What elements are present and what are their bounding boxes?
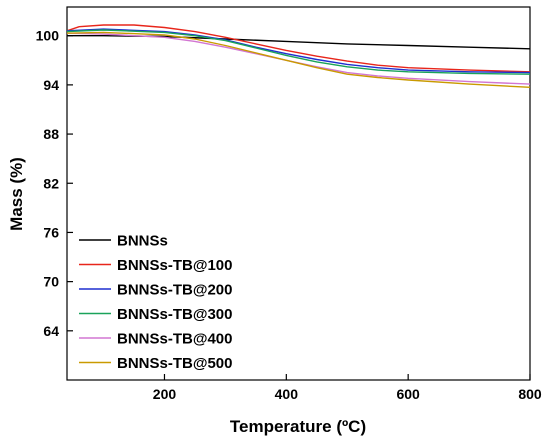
y-tick-label: 76	[43, 224, 59, 240]
x-tick-label: 600	[396, 386, 420, 402]
legend-label-2: BNNSs-TB@200	[117, 282, 233, 299]
legend: BNNSs BNNSs-TB@100 BNNSs-TB@200 BNNSs-TB@30…	[79, 233, 233, 372]
x-tick-label: 800	[518, 386, 542, 402]
x-tick-label: 400	[275, 386, 299, 402]
series-line-3	[66, 29, 531, 75]
legend-label-0: BNNSs	[117, 233, 168, 250]
x-tick-label: 200	[153, 386, 177, 402]
series-lines	[66, 24, 531, 88]
legend-label-5: BNNSs-TB@500	[117, 355, 233, 372]
legend-label-1: BNNSs-TB@100	[117, 257, 233, 274]
series-line-5	[66, 31, 531, 88]
axis-ticks: 200 400 600 800 64 70 76 82 88 94 100	[36, 28, 542, 402]
legend-label-3: BNNSs-TB@300	[117, 306, 233, 323]
y-tick-label: 94	[43, 77, 59, 93]
legend-label-4: BNNSs-TB@400	[117, 331, 233, 348]
plot-frame	[66, 6, 531, 381]
x-axis-title: Temperature (ºC)	[230, 417, 366, 436]
y-axis-title: Mass (%)	[7, 157, 26, 231]
series-line-2	[66, 28, 531, 74]
y-tick-label: 82	[43, 175, 59, 191]
y-tick-label: 64	[43, 323, 59, 339]
y-tick-label: 88	[43, 126, 59, 142]
y-tick-label: 100	[36, 28, 60, 44]
y-tick-label: 70	[43, 274, 59, 290]
series-line-0	[67, 35, 531, 50]
series-line-1	[66, 24, 531, 73]
